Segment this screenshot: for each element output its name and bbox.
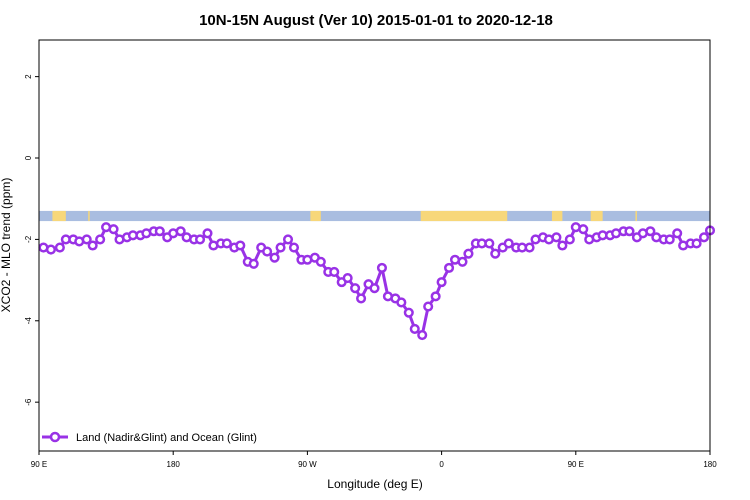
data-point [54, 242, 65, 253]
data-point [417, 329, 428, 341]
data-point [409, 323, 420, 334]
y-tick-label: -2 [24, 235, 33, 243]
land-segment [52, 210, 66, 222]
plot-frame [38, 39, 711, 452]
data-point [81, 234, 92, 245]
data-point [194, 234, 206, 245]
data-point [551, 232, 562, 243]
data-point [691, 238, 702, 249]
data-point [524, 242, 535, 253]
data-point [45, 244, 56, 255]
land-segment [551, 210, 563, 222]
data-point [175, 226, 186, 237]
y-tick-label: -4 [24, 317, 33, 325]
legend: Land (Nadir&Glint) and Ocean (Glint) [42, 431, 257, 444]
data-point [490, 248, 501, 259]
data-point [262, 246, 273, 257]
data-point [235, 240, 246, 251]
land-segment [420, 210, 508, 222]
y-axis-label: XCO2 - MLO trend (ppm) [0, 178, 13, 313]
x-tick-label: 90 W [298, 460, 317, 469]
data-point [350, 283, 361, 294]
data-point [248, 258, 259, 269]
data-point [221, 238, 232, 249]
x-tick-label: 90 E [568, 460, 584, 469]
data-point [396, 297, 407, 308]
data-point [282, 234, 294, 245]
x-tick-label: 0 [439, 460, 444, 469]
data-point [269, 252, 280, 263]
data-point [698, 232, 710, 243]
data-point [95, 234, 106, 245]
legend-label: Land (Nadir&Glint) and Ocean (Glint) [76, 432, 257, 444]
data-point [342, 273, 353, 284]
x-tick-label: 180 [167, 460, 181, 469]
series-layer [38, 222, 716, 341]
y-tick-label: 0 [24, 155, 33, 160]
data-point [444, 262, 455, 273]
data-point [624, 226, 635, 237]
land-ocean-band [39, 210, 710, 222]
data-point [557, 240, 568, 251]
data-point [484, 238, 495, 249]
data-point [645, 226, 656, 237]
land-segment [635, 210, 637, 222]
data-point [423, 301, 434, 312]
data-point [564, 234, 575, 245]
data-point [463, 248, 474, 259]
data-point [315, 256, 326, 267]
data-point [356, 293, 367, 304]
data-point [436, 277, 447, 288]
data-point [154, 226, 165, 237]
y-tick-label: -6 [24, 398, 33, 406]
series-line [43, 225, 712, 337]
data-point [578, 224, 589, 235]
data-point [430, 291, 441, 302]
data-point [202, 228, 213, 239]
data-point [664, 234, 675, 245]
legend-marker [49, 431, 61, 443]
data-point [87, 240, 98, 251]
axis-ticks: 90 E 180 90 W 0 90 E 180 2 0 -2 -4 -6 [24, 74, 717, 469]
data-point [403, 307, 414, 318]
data-point [503, 238, 514, 249]
land-segment [88, 210, 90, 222]
x-axis-label: Longitude (deg E) [327, 477, 422, 491]
data-point [329, 266, 340, 278]
data-point [275, 242, 286, 253]
data-point [376, 262, 388, 273]
chart-title: 10N-15N August (Ver 10) 2015-01-01 to 20… [199, 12, 553, 29]
land-segment [310, 210, 321, 222]
y-tick-label: 2 [24, 74, 33, 79]
data-point [672, 228, 683, 239]
data-point [369, 283, 380, 294]
ocean-band [39, 210, 710, 222]
data-point [457, 256, 468, 267]
x-tick-label: 180 [703, 460, 717, 469]
x-tick-label: 90 E [31, 460, 47, 469]
data-point [288, 242, 300, 253]
land-segment [590, 210, 603, 222]
data-point [108, 224, 119, 235]
